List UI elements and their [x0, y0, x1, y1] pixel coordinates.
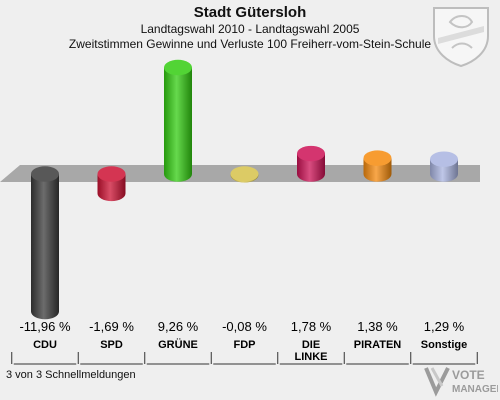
brand-line-1: VOTE: [452, 368, 485, 382]
votemanager-logo: VOTE MANAGER: [424, 367, 498, 397]
bar-piraten: [363, 150, 392, 182]
brand-line-2: MANAGER: [452, 384, 498, 395]
value-label: 9,26 %: [158, 319, 199, 334]
value-label: -0,08 %: [222, 319, 267, 334]
bar-fdp: [230, 166, 259, 183]
category-label: CDU: [33, 339, 57, 351]
bar-die-linke: [297, 145, 325, 182]
bar-cdu: [31, 166, 59, 320]
category-label: SPD: [100, 339, 123, 351]
value-label: 1,78 %: [291, 319, 332, 334]
value-label: 1,38 %: [357, 319, 398, 334]
category-label: Sonstige: [421, 339, 467, 351]
chart-titles: Stadt Gütersloh Landtagswahl 2010 - Land…: [0, 4, 500, 52]
chart-title: Stadt Gütersloh: [193, 4, 307, 21]
label-group: -11,96 % CDU -1,69 % SPD 9,26 % GRÜNE -0,08 % F…: [19, 319, 467, 363]
chart-subtitle-2: Zweitstimmen Gewinne und Verluste 100 Fr…: [68, 37, 432, 51]
bar-sonstige: [430, 151, 458, 182]
chart-subtitle: Landtagswahl 2010 - Landtagswahl 2005: [140, 22, 360, 36]
value-label: -1,69 %: [89, 319, 134, 334]
status-footer: 3 von 3 Schnellmeldungen: [6, 369, 136, 381]
bar-spd: [97, 166, 126, 202]
category-label: DIE: [302, 339, 320, 351]
bar-grüne: [164, 59, 192, 182]
coat-of-arms-icon: [433, 7, 489, 68]
category-label: FDP: [234, 339, 256, 351]
category-label: LINKE: [295, 351, 328, 363]
category-separators: [11, 352, 478, 365]
value-label: 1,29 %: [424, 319, 465, 334]
value-label: -11,96 %: [19, 319, 71, 334]
category-label: GRÜNE: [158, 338, 198, 351]
bar-group: [31, 59, 458, 320]
category-label: PIRATEN: [354, 339, 402, 351]
